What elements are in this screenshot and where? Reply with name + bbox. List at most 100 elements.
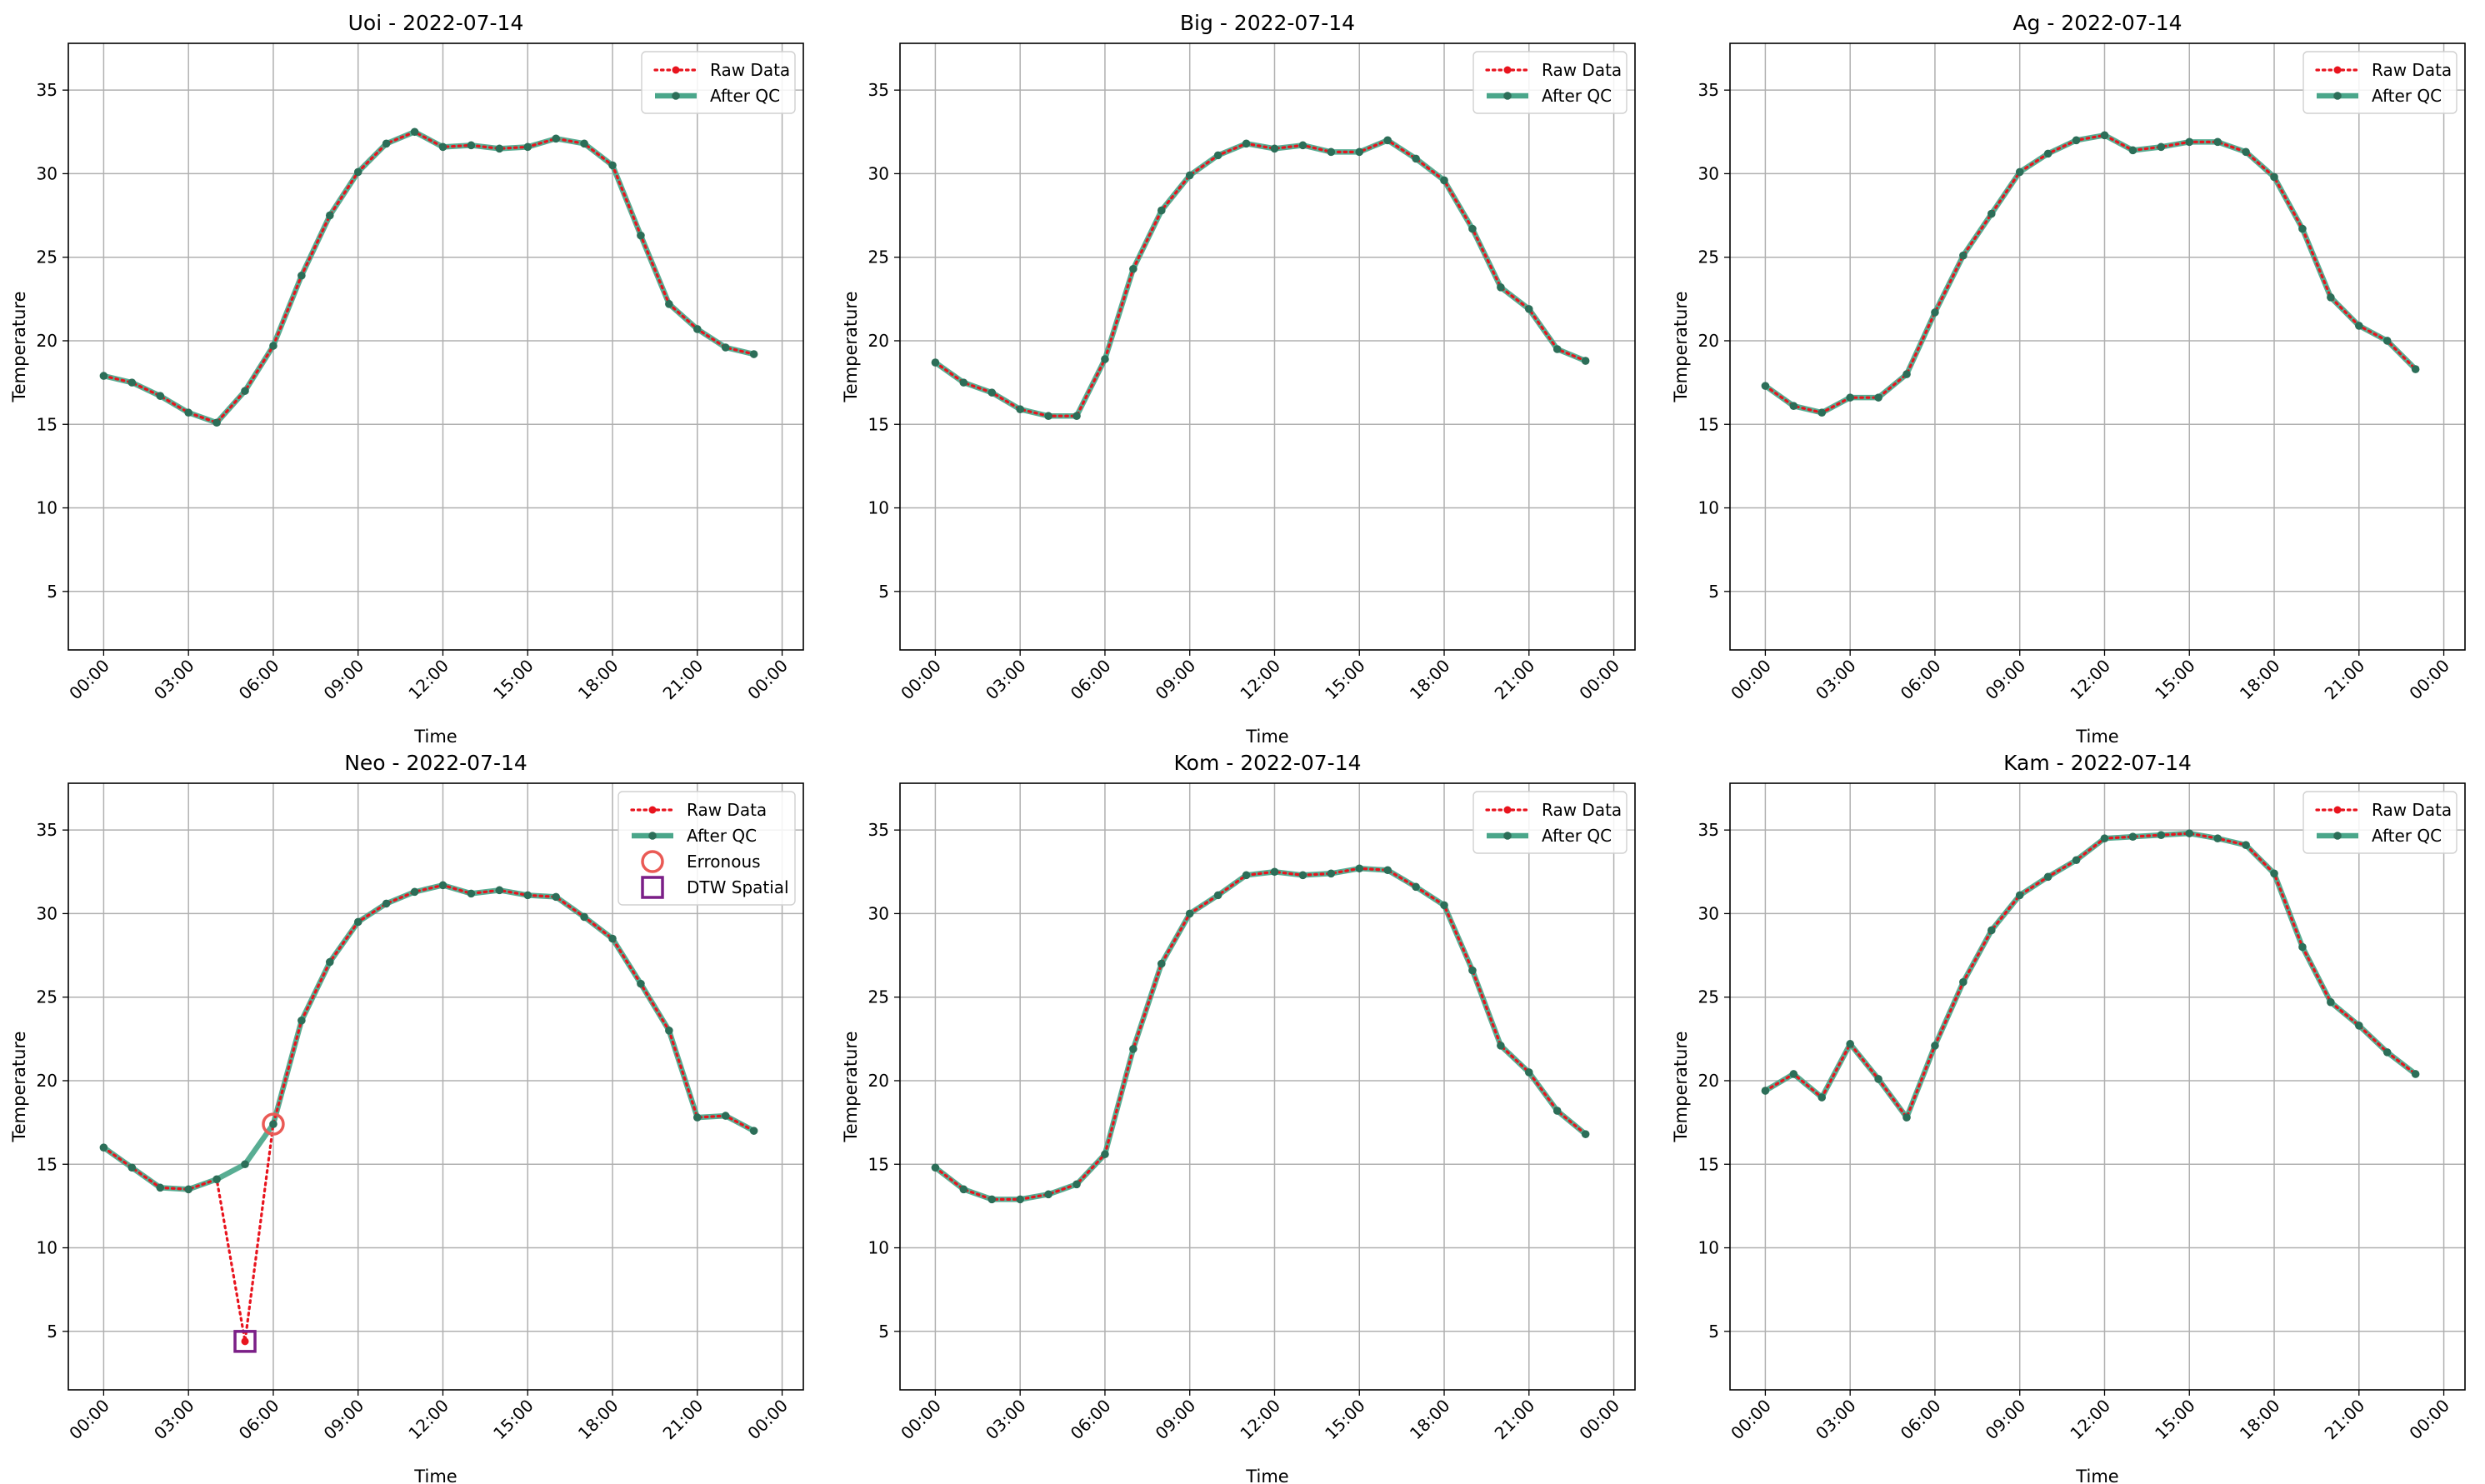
y-tick-label: 5 [1708,1322,1719,1342]
after-qc-point [552,134,560,143]
y-tick-label: 30 [1698,903,1719,923]
y-tick-label: 20 [37,1071,58,1091]
after-qc-point [2185,137,2194,147]
after-qc-point [580,912,588,922]
after-qc-point [1818,408,1827,417]
after-qc-point [1355,864,1364,873]
x-axis-label: Time [2075,1467,2118,1484]
legend-erronous-swatch [641,850,664,873]
chart-panel: 5 10 15 20 25 30 35 00:00 03:00 06:00 09:00 12:00 15… [9,751,804,1484]
series-raw-data-line [102,130,756,425]
dtw-spatial-marker [233,1330,257,1353]
x-tick-label: 09:00 [1982,1396,2030,1444]
series-raw-data-line [1763,832,2418,1121]
legend-label: After QC [2372,86,2442,106]
after-qc-point [2382,1048,2392,1057]
x-tick-label: 03:00 [150,656,198,704]
after-qc-point [1383,866,1392,875]
x-tick-label: 15:00 [2151,656,2199,704]
after-qc-point [637,231,645,240]
y-tick-label: 30 [868,903,889,923]
after-qc-point [2270,869,2278,878]
chart-title: Neo - 2022-07-14 [344,751,528,775]
after-qc-point [2072,856,2081,865]
x-tick-label: 03:00 [982,656,1030,704]
x-tick-label: 09:00 [320,1396,368,1444]
after-qc-point [1185,171,1194,180]
after-qc-point [241,1160,249,1169]
x-tick-label: 18:00 [1406,1396,1454,1444]
after-qc-point [1327,869,1336,878]
after-qc-point [1581,357,1590,365]
erronous-marker [262,1112,285,1136]
after-qc-point [1355,147,1364,157]
after-qc-point [2327,997,2335,1007]
y-tick-label: 15 [868,414,889,434]
x-tick-label: 18:00 [1406,656,1454,704]
after-qc-point [2354,1021,2363,1030]
x-tick-label: 03:00 [150,1396,198,1444]
x-tick-label: 06:00 [1897,656,1945,704]
after-qc-point [495,144,504,153]
after-qc-point [1440,176,1448,185]
after-qc-point [1524,305,1533,313]
after-qc-point [1552,1107,1562,1115]
after-qc-point [2298,224,2307,233]
x-tick-label: 00:00 [1727,656,1775,704]
legend: Raw Data After QC [1472,51,1628,114]
after-qc-point [298,271,306,280]
after-qc-point [1101,355,1109,363]
after-qc-point [665,1027,673,1035]
after-qc-point [931,358,940,367]
axes-frame [899,42,1636,651]
after-qc-point [2043,872,2052,882]
after-qc-point [2213,137,2222,147]
y-tick-label: 35 [37,820,58,840]
x-tick-label: 00:00 [2405,1396,2453,1444]
after-qc-point [353,917,362,927]
after-qc-point [523,891,532,900]
x-tick-label: 12:00 [2066,656,2114,704]
after-qc-point [438,142,448,152]
legend: Raw Data After QC [1472,791,1628,854]
x-tick-label: 12:00 [1236,656,1284,704]
x-tick-label: 12:00 [404,1396,452,1444]
y-tick-label: 25 [868,247,889,267]
y-tick-label: 15 [1698,414,1719,434]
x-tick-label: 21:00 [1491,1396,1539,1444]
after-qc-point [1157,206,1166,215]
after-qc-point [2128,146,2138,155]
after-qc-point [1497,1042,1505,1050]
after-qc-point [2327,293,2335,302]
after-qc-point [2128,832,2138,841]
after-qc-point [156,392,165,400]
after-qc-point [99,372,108,380]
y-tick-label: 20 [868,331,889,351]
y-axis-label: Temperature [841,291,861,402]
after-qc-point [721,1112,730,1120]
after-qc-point [241,387,249,395]
y-tick-label: 20 [1698,331,1719,351]
series-raw-data-line [1763,133,2418,414]
y-tick-label: 5 [47,1322,58,1342]
chart-panel: 5 10 15 20 25 30 35 00:00 03:00 06:00 09:00 12:00 15… [841,751,1636,1484]
after-qc-point [2157,831,2166,839]
x-tick-label: 00:00 [65,656,113,704]
x-tick-label: 06:00 [1067,1396,1115,1444]
after-qc-point [128,378,137,387]
after-qc-point [438,881,448,890]
after-qc-point [1242,871,1251,880]
x-tick-label: 15:00 [1321,656,1369,704]
after-qc-point [1383,136,1392,145]
after-qc-point [1072,412,1081,421]
after-qc-point [212,1175,221,1184]
legend-label: After QC [710,86,780,106]
after-qc-point [184,1185,192,1194]
legend-label: After QC [1542,86,1612,106]
after-qc-point [1959,977,1968,987]
after-qc-point [495,886,504,895]
after-qc-point [2382,337,2392,345]
y-axis-label: Temperature [9,291,29,402]
after-qc-point [1185,909,1194,918]
x-tick-label: 12:00 [404,656,452,704]
